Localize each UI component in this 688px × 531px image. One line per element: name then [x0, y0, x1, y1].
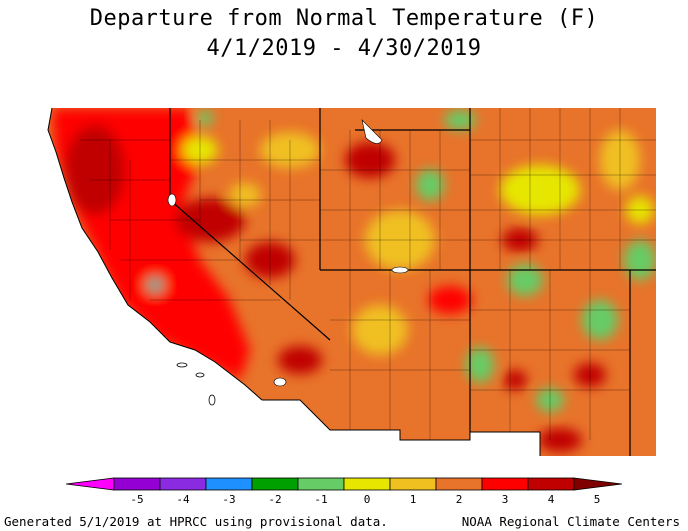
legend-tick-label: -1 [314, 493, 327, 506]
island-2 [195, 372, 205, 378]
blob-ut-green-2 [444, 110, 476, 130]
legend-swatch [251, 477, 299, 491]
blob-ut-green [416, 169, 444, 201]
blob-nv-gold [229, 183, 261, 207]
blob-ut-darkred [345, 142, 395, 178]
county-lines-ca [80, 139, 280, 301]
lakes [167, 119, 409, 387]
blob-nm-green-3 [466, 347, 494, 383]
date-range: 4/1/2019 - 4/30/2019 [206, 36, 482, 61]
county-lines-az [330, 270, 470, 440]
island-3 [208, 394, 216, 406]
legend-swatch [113, 477, 161, 491]
coastline [47, 107, 263, 401]
blob-nm-darkred-3 [538, 428, 582, 452]
legend-tick-label: 2 [456, 493, 463, 506]
great-salt-lake [361, 119, 383, 144]
legend-tick-label: 0 [364, 493, 371, 506]
county-lines-co [470, 108, 656, 270]
color-legend: -5 -4 -3 -2 -1 0 1 2 3 4 5 [65, 476, 623, 506]
legend-svg: -5 -4 -3 -2 -1 0 1 2 3 4 5 [65, 477, 623, 506]
legend-swatch [297, 477, 345, 491]
legend-tick-label: 4 [548, 493, 555, 506]
legend-swatch [435, 477, 483, 491]
map-title: Departure from Normal Temperature (F) [89, 6, 599, 31]
map-svg [47, 107, 656, 456]
legend-swatch [205, 477, 253, 491]
blob-ca-darkred [65, 125, 125, 215]
legend-swatch [527, 477, 575, 491]
legend-tick-label: -4 [176, 493, 190, 506]
legend-swatch [159, 477, 207, 491]
legend-tick-label: 5 [594, 493, 601, 506]
island-1 [176, 362, 188, 368]
county-lines-nm [470, 270, 630, 440]
lake-tahoe [167, 193, 177, 207]
blob-ca-purple [151, 281, 159, 289]
source-credit: NOAA Regional Climate Centers [461, 514, 680, 529]
channel-islands [176, 362, 216, 406]
blob-nv-darkred [175, 198, 245, 242]
blob-az-darkred [278, 346, 322, 374]
legend-tick-label: 3 [502, 493, 509, 506]
legend-arrow-low [65, 477, 115, 491]
legend-tick-label: -5 [130, 493, 143, 506]
blob-nm-green [507, 264, 543, 296]
blob-az-gold [352, 305, 408, 355]
county-lines-nv [170, 120, 320, 300]
temperature-departure-map [0, 100, 688, 460]
legend-swatch [343, 477, 391, 491]
land-area [48, 108, 656, 456]
legend-tick-label: 1 [410, 493, 417, 506]
blob-nm-darkred-2 [503, 370, 527, 390]
mexico-border [262, 399, 541, 456]
blob-co-green [624, 240, 656, 280]
blob-az-red [428, 286, 472, 314]
county-lines [80, 108, 656, 440]
county-lines-ut [320, 130, 470, 270]
blob-nv-green [197, 110, 213, 126]
salton-sea [273, 377, 287, 387]
blob-nm-green-2 [582, 300, 618, 340]
lake-powell [391, 266, 409, 274]
legend-tick-label: -3 [222, 493, 235, 506]
legend-swatch [389, 477, 437, 491]
legend-arrow-high [573, 477, 623, 491]
blob-co-yellow [500, 165, 580, 215]
legend-tick-label: -2 [268, 493, 281, 506]
legend-swatch [481, 477, 529, 491]
generation-note: Generated 5/1/2019 at HPRCC using provis… [4, 514, 388, 529]
